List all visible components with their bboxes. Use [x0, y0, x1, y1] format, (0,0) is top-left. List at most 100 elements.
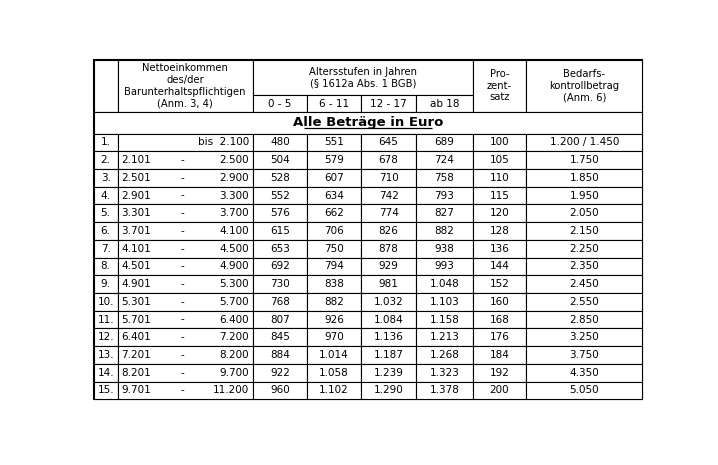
Text: 4.901: 4.901 [121, 279, 151, 289]
Bar [307, 293, 361, 311]
Bar [526, 151, 643, 169]
Text: 160: 160 [490, 297, 510, 307]
Bar [473, 133, 526, 151]
Bar [118, 240, 253, 258]
Text: 2.900: 2.900 [219, 173, 249, 183]
Text: Bedarfs-
kontrollbetrag
(Anm. 6): Bedarfs- kontrollbetrag (Anm. 6) [549, 69, 620, 102]
Text: -: - [181, 332, 185, 342]
Bar [118, 346, 253, 364]
Bar [473, 60, 526, 112]
Text: 1.187: 1.187 [373, 350, 404, 360]
Bar [473, 187, 526, 205]
Text: 807: 807 [270, 314, 289, 325]
Text: -: - [181, 279, 185, 289]
Bar [253, 95, 307, 112]
Text: 1.323: 1.323 [429, 368, 460, 378]
Text: 4.: 4. [101, 191, 111, 200]
Bar [307, 151, 361, 169]
Text: 4.101: 4.101 [121, 244, 151, 254]
Text: 1.158: 1.158 [429, 314, 460, 325]
Text: 710: 710 [378, 173, 398, 183]
Text: 981: 981 [378, 279, 398, 289]
Text: Nettoeinkommen
des/der
Barunterhaltspflichtigen
(Anm. 3, 4): Nettoeinkommen des/der Barunterhaltspfli… [124, 63, 246, 108]
Bar [526, 328, 643, 346]
Bar [118, 151, 253, 169]
Bar [526, 169, 643, 187]
Bar [526, 133, 643, 151]
Bar [93, 60, 118, 112]
Bar [473, 222, 526, 240]
Bar [93, 151, 118, 169]
Bar [93, 346, 118, 364]
Text: 993: 993 [434, 261, 454, 272]
Text: 105: 105 [490, 155, 510, 165]
Bar [307, 133, 361, 151]
Bar [93, 240, 118, 258]
Text: 552: 552 [270, 191, 290, 200]
Text: 9.: 9. [101, 279, 111, 289]
Text: 6 - 11: 6 - 11 [319, 99, 349, 108]
Text: 653: 653 [270, 244, 290, 254]
Bar [253, 169, 307, 187]
Text: -: - [181, 368, 185, 378]
Text: 882: 882 [324, 297, 344, 307]
Bar [118, 205, 253, 222]
Bar [473, 364, 526, 381]
Bar [473, 205, 526, 222]
Text: 3.: 3. [101, 173, 111, 183]
Text: 1.200 / 1.450: 1.200 / 1.450 [549, 138, 619, 147]
Text: 11.: 11. [98, 314, 114, 325]
Bar [93, 275, 118, 293]
Bar [416, 364, 473, 381]
Text: 730: 730 [270, 279, 289, 289]
Bar [118, 364, 253, 381]
Bar [118, 169, 253, 187]
Text: -: - [181, 244, 185, 254]
Text: 793: 793 [434, 191, 454, 200]
Text: 11.200: 11.200 [213, 385, 249, 395]
Text: 8.200: 8.200 [219, 350, 249, 360]
Text: 7.201: 7.201 [121, 350, 151, 360]
Bar [93, 205, 118, 222]
Text: 480: 480 [270, 138, 289, 147]
Text: 2.501: 2.501 [121, 173, 151, 183]
Text: 922: 922 [270, 368, 290, 378]
Text: 120: 120 [490, 208, 510, 218]
Text: -: - [181, 385, 185, 395]
Bar [93, 112, 643, 133]
Text: 1.290: 1.290 [374, 385, 404, 395]
Text: 5.: 5. [101, 208, 111, 218]
Bar [526, 364, 643, 381]
Bar [307, 240, 361, 258]
Text: 6.400: 6.400 [219, 314, 249, 325]
Bar [361, 293, 416, 311]
Text: 970: 970 [324, 332, 344, 342]
Text: 5.050: 5.050 [569, 385, 599, 395]
Bar [253, 258, 307, 275]
Text: 14.: 14. [98, 368, 114, 378]
Text: -: - [181, 173, 185, 183]
Text: Altersstufen in Jahren
(§ 1612a Abs. 1 BGB): Altersstufen in Jahren (§ 1612a Abs. 1 B… [309, 66, 417, 88]
Text: 884: 884 [270, 350, 290, 360]
Text: 115: 115 [490, 191, 510, 200]
Text: 845: 845 [270, 332, 290, 342]
Bar [473, 328, 526, 346]
Text: 4.500: 4.500 [219, 244, 249, 254]
Bar [416, 381, 473, 399]
Bar [416, 346, 473, 364]
Bar [253, 364, 307, 381]
Text: 607: 607 [324, 173, 344, 183]
Text: 827: 827 [434, 208, 454, 218]
Text: Alle Beträge in Euro: Alle Beträge in Euro [293, 116, 443, 129]
Text: 579: 579 [324, 155, 344, 165]
Text: 4.501: 4.501 [121, 261, 151, 272]
Bar [416, 151, 473, 169]
Text: 5.301: 5.301 [121, 297, 151, 307]
Bar [361, 222, 416, 240]
Text: 184: 184 [490, 350, 510, 360]
Text: 1.750: 1.750 [569, 155, 599, 165]
Text: 645: 645 [378, 138, 398, 147]
Text: 750: 750 [324, 244, 344, 254]
Text: 3.250: 3.250 [569, 332, 599, 342]
Bar [361, 151, 416, 169]
